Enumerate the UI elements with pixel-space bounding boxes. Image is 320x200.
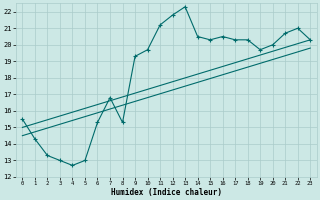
X-axis label: Humidex (Indice chaleur): Humidex (Indice chaleur) — [111, 188, 222, 197]
